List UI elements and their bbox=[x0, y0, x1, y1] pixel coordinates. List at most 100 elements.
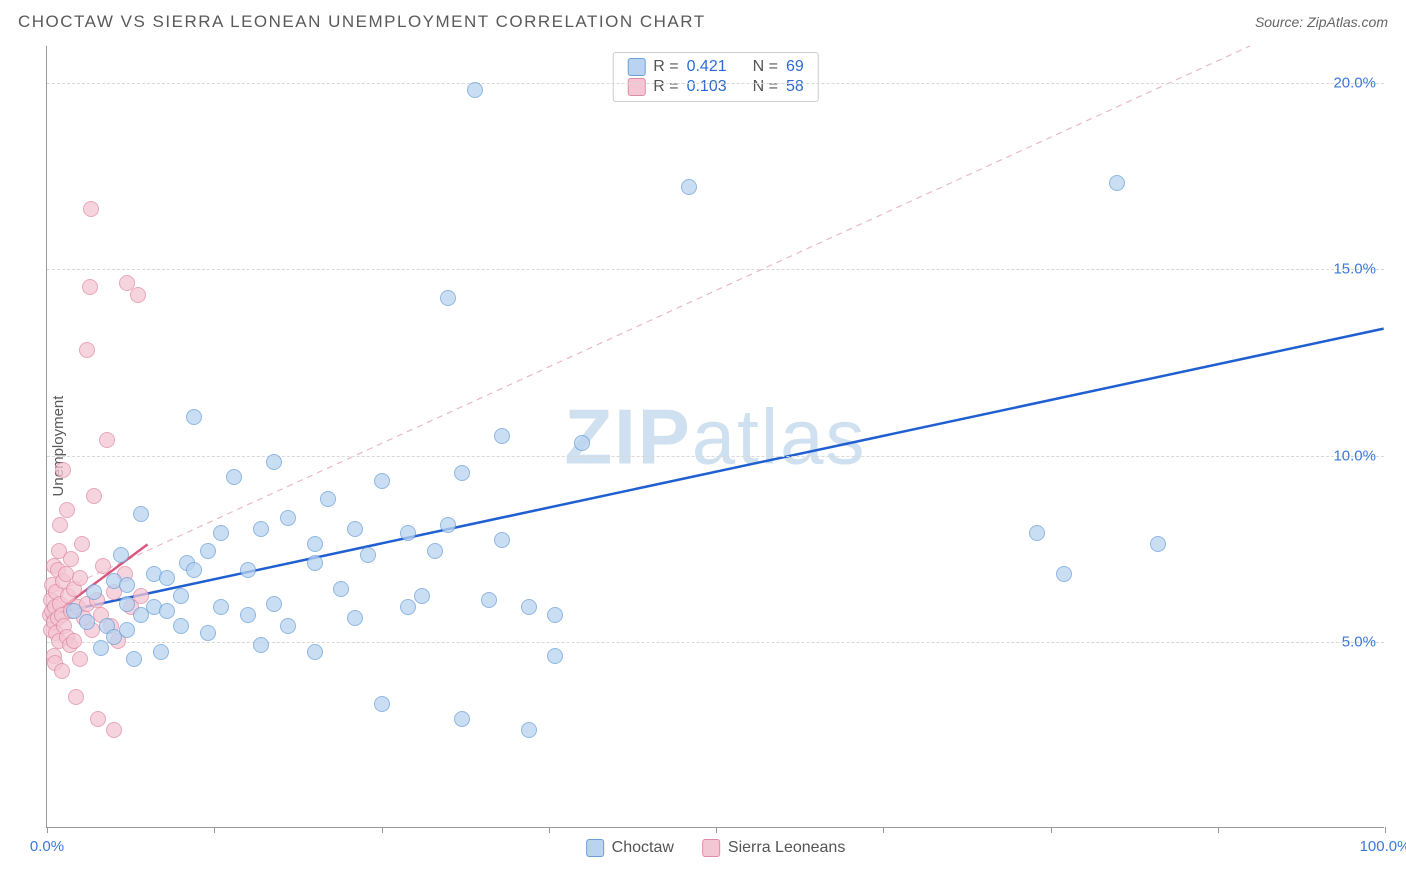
data-point-choctaw bbox=[173, 618, 189, 634]
y-tick-label: 20.0% bbox=[1333, 75, 1376, 92]
data-point-sierra bbox=[59, 502, 75, 518]
n-label: N = bbox=[753, 78, 778, 96]
legend-item-choctaw: Choctaw bbox=[586, 839, 674, 857]
data-point-choctaw bbox=[113, 547, 129, 563]
legend-label-sierra: Sierra Leoneans bbox=[728, 839, 845, 857]
r-value-choctaw: 0.421 bbox=[687, 58, 727, 76]
data-point-choctaw bbox=[307, 536, 323, 552]
legend-item-sierra: Sierra Leoneans bbox=[702, 839, 845, 857]
gridline bbox=[47, 456, 1384, 457]
data-point-choctaw bbox=[360, 547, 376, 563]
trend-line-extrapolated bbox=[47, 46, 1250, 596]
data-point-choctaw bbox=[467, 82, 483, 98]
x-tick bbox=[883, 827, 884, 833]
swatch-sierra bbox=[702, 839, 720, 857]
data-point-choctaw bbox=[307, 644, 323, 660]
data-point-choctaw bbox=[454, 465, 470, 481]
data-point-choctaw bbox=[347, 610, 363, 626]
data-point-choctaw bbox=[574, 435, 590, 451]
data-point-choctaw bbox=[481, 592, 497, 608]
scatter-plot-area: ZIPatlas R = 0.421 N = 69 R = 0.103 N = … bbox=[46, 46, 1384, 828]
data-point-choctaw bbox=[1029, 525, 1045, 541]
r-value-sierra: 0.103 bbox=[687, 78, 727, 96]
data-point-choctaw bbox=[266, 596, 282, 612]
data-point-sierra bbox=[106, 722, 122, 738]
n-label: N = bbox=[753, 58, 778, 76]
data-point-choctaw bbox=[133, 506, 149, 522]
series-legend: Choctaw Sierra Leoneans bbox=[586, 839, 846, 857]
data-point-choctaw bbox=[374, 473, 390, 489]
swatch-sierra bbox=[627, 78, 645, 96]
y-tick-label: 10.0% bbox=[1333, 447, 1376, 464]
x-tick bbox=[1218, 827, 1219, 833]
data-point-choctaw bbox=[400, 525, 416, 541]
data-point-choctaw bbox=[374, 696, 390, 712]
data-point-choctaw bbox=[213, 525, 229, 541]
data-point-choctaw bbox=[200, 625, 216, 641]
x-tick bbox=[716, 827, 717, 833]
data-point-sierra bbox=[72, 651, 88, 667]
x-tick bbox=[47, 827, 48, 833]
data-point-choctaw bbox=[681, 179, 697, 195]
data-point-choctaw bbox=[173, 588, 189, 604]
data-point-choctaw bbox=[240, 607, 256, 623]
legend-row-choctaw: R = 0.421 N = 69 bbox=[627, 57, 804, 77]
data-point-choctaw bbox=[494, 532, 510, 548]
data-point-sierra bbox=[58, 566, 74, 582]
x-tick bbox=[549, 827, 550, 833]
data-point-choctaw bbox=[1150, 536, 1166, 552]
data-point-choctaw bbox=[186, 409, 202, 425]
data-point-choctaw bbox=[159, 570, 175, 586]
x-tick bbox=[382, 827, 383, 833]
data-point-sierra bbox=[86, 488, 102, 504]
data-point-choctaw bbox=[1056, 566, 1072, 582]
chart-header: CHOCTAW VS SIERRA LEONEAN UNEMPLOYMENT C… bbox=[18, 12, 1388, 32]
x-tick-label: 0.0% bbox=[30, 838, 64, 855]
data-point-sierra bbox=[130, 287, 146, 303]
data-point-choctaw bbox=[200, 543, 216, 559]
data-point-choctaw bbox=[79, 614, 95, 630]
source-name: ZipAtlas.com bbox=[1307, 14, 1388, 30]
data-point-choctaw bbox=[320, 491, 336, 507]
data-point-choctaw bbox=[266, 454, 282, 470]
legend-label-choctaw: Choctaw bbox=[612, 839, 674, 857]
data-point-sierra bbox=[52, 517, 68, 533]
data-point-choctaw bbox=[126, 651, 142, 667]
swatch-choctaw bbox=[586, 839, 604, 857]
x-tick bbox=[214, 827, 215, 833]
data-point-choctaw bbox=[280, 618, 296, 634]
data-point-choctaw bbox=[66, 603, 82, 619]
data-point-sierra bbox=[95, 558, 111, 574]
data-point-choctaw bbox=[547, 607, 563, 623]
n-value-choctaw: 69 bbox=[786, 58, 804, 76]
data-point-choctaw bbox=[280, 510, 296, 526]
data-point-choctaw bbox=[547, 648, 563, 664]
legend-row-sierra: R = 0.103 N = 58 bbox=[627, 77, 804, 97]
data-point-choctaw bbox=[119, 622, 135, 638]
data-point-sierra bbox=[68, 689, 84, 705]
data-point-sierra bbox=[66, 633, 82, 649]
data-point-choctaw bbox=[86, 584, 102, 600]
data-point-choctaw bbox=[521, 722, 537, 738]
source-attribution: Source: ZipAtlas.com bbox=[1255, 14, 1388, 30]
data-point-choctaw bbox=[414, 588, 430, 604]
correlation-legend: R = 0.421 N = 69 R = 0.103 N = 58 bbox=[612, 52, 819, 102]
data-point-choctaw bbox=[440, 517, 456, 533]
data-point-sierra bbox=[72, 570, 88, 586]
data-point-sierra bbox=[82, 279, 98, 295]
data-point-choctaw bbox=[186, 562, 202, 578]
data-point-sierra bbox=[55, 462, 71, 478]
data-point-choctaw bbox=[333, 581, 349, 597]
r-label: R = bbox=[653, 78, 678, 96]
data-point-choctaw bbox=[494, 428, 510, 444]
data-point-choctaw bbox=[153, 644, 169, 660]
data-point-choctaw bbox=[347, 521, 363, 537]
data-point-choctaw bbox=[521, 599, 537, 615]
data-point-choctaw bbox=[119, 577, 135, 593]
data-point-choctaw bbox=[307, 555, 323, 571]
data-point-sierra bbox=[74, 536, 90, 552]
data-point-sierra bbox=[99, 432, 115, 448]
data-point-choctaw bbox=[400, 599, 416, 615]
data-point-choctaw bbox=[159, 603, 175, 619]
n-value-sierra: 58 bbox=[786, 78, 804, 96]
